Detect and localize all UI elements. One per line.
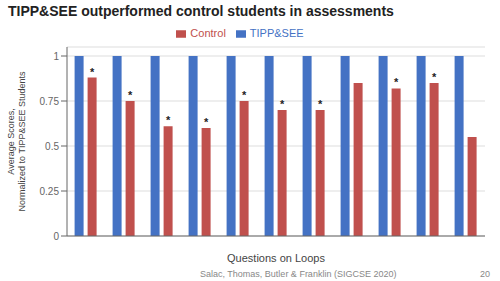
svg-text:Average Scores,Normalized to T: Average Scores,Normalized to TIPP&SEE St… <box>8 71 27 211</box>
svg-text:*: * <box>90 66 95 78</box>
html-text:Salac, Thomas, Butler & Frankl: Salac, Thomas, Butler & Franklin (SIGCSE… <box>200 269 397 279</box>
svg-text:0.25: 0.25 <box>40 186 60 197</box>
svg-text:1: 1 <box>53 51 59 62</box>
html-text:Control: Control <box>190 27 226 39</box>
html-text:20: 20 <box>480 269 490 279</box>
svg-text:Questions on Loops: Questions on Loops <box>227 252 325 264</box>
svg-text:*: * <box>166 114 171 126</box>
svg-text:*: * <box>394 76 399 88</box>
svg-text:0: 0 <box>53 231 59 242</box>
svg-text:*: * <box>204 116 209 128</box>
svg-text:*: * <box>280 98 285 110</box>
html-text:TIPP&SEE: TIPP&SEE <box>249 27 304 39</box>
svg-text:*: * <box>318 98 323 110</box>
svg-text:0.5: 0.5 <box>45 141 59 152</box>
svg-text:*: * <box>242 89 247 101</box>
svg-text:0.75: 0.75 <box>40 96 60 107</box>
html-text:TIPP&SEE outperformed control: TIPP&SEE outperformed control students i… <box>8 3 394 19</box>
svg-text:*: * <box>432 71 437 83</box>
svg-text:*: * <box>128 89 133 101</box>
